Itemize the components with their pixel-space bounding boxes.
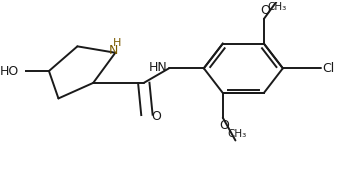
- Text: O: O: [220, 120, 229, 132]
- Text: O: O: [261, 4, 271, 17]
- Text: N: N: [109, 44, 118, 57]
- Text: HO: HO: [0, 65, 19, 78]
- Text: Cl: Cl: [323, 62, 334, 75]
- Text: CH₃: CH₃: [227, 129, 247, 139]
- Text: HN: HN: [149, 61, 168, 74]
- Text: CH₃: CH₃: [267, 3, 286, 13]
- Text: H: H: [113, 38, 121, 48]
- Text: O: O: [152, 110, 161, 123]
